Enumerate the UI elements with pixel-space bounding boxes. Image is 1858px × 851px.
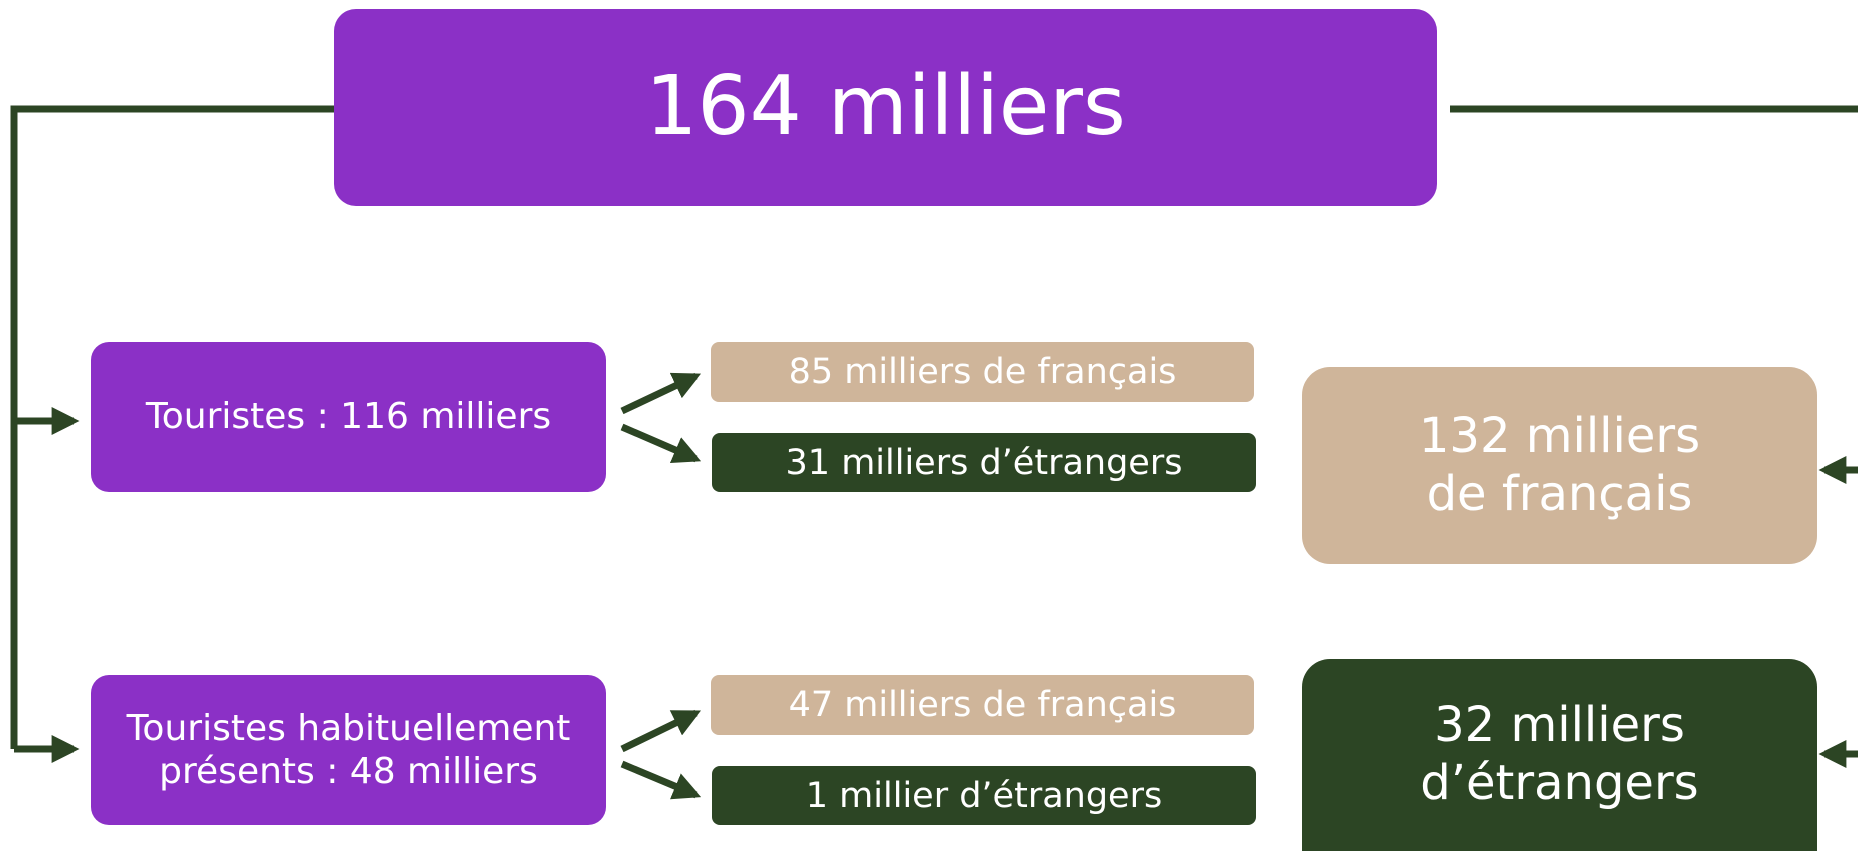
split-box: 85 milliers de français [711, 342, 1254, 402]
origin-label: 132 milliers [1418, 407, 1701, 464]
split-label: 1 millier d’étrangers [805, 775, 1163, 816]
origin-box: 132 milliers de français [1302, 367, 1817, 564]
total-box: 164 milliers [334, 9, 1437, 206]
arrow [620, 372, 702, 415]
group-label: Touristes habituellement [126, 707, 571, 749]
group-label: Touristes : 116 milliers [145, 396, 552, 438]
arrow [620, 423, 702, 463]
arrow [620, 709, 702, 753]
split-label: 31 milliers d’étrangers [785, 442, 1183, 483]
total-label: 164 milliers [645, 59, 1126, 155]
origin-label: de français [1426, 465, 1693, 522]
origin-box: 32 milliers d’étrangers [1302, 659, 1817, 851]
split-label: 85 milliers de français [788, 352, 1177, 392]
origin-label: 32 milliers [1434, 697, 1685, 754]
arrow [620, 760, 702, 800]
group-box: Touristes : 116 milliers [91, 342, 606, 492]
group-label: présents : 48 milliers [159, 751, 538, 792]
split-box: 31 milliers d’étrangers [712, 433, 1256, 492]
left-line [10, 105, 334, 749]
split-box: 1 millier d’étrangers [712, 766, 1256, 825]
split-box: 47 milliers de français [711, 675, 1254, 735]
group-box: Touristes habituellement présents : 48 m… [91, 675, 606, 825]
split-label: 47 milliers de français [788, 685, 1177, 725]
origin-label: d’étrangers [1420, 755, 1699, 811]
